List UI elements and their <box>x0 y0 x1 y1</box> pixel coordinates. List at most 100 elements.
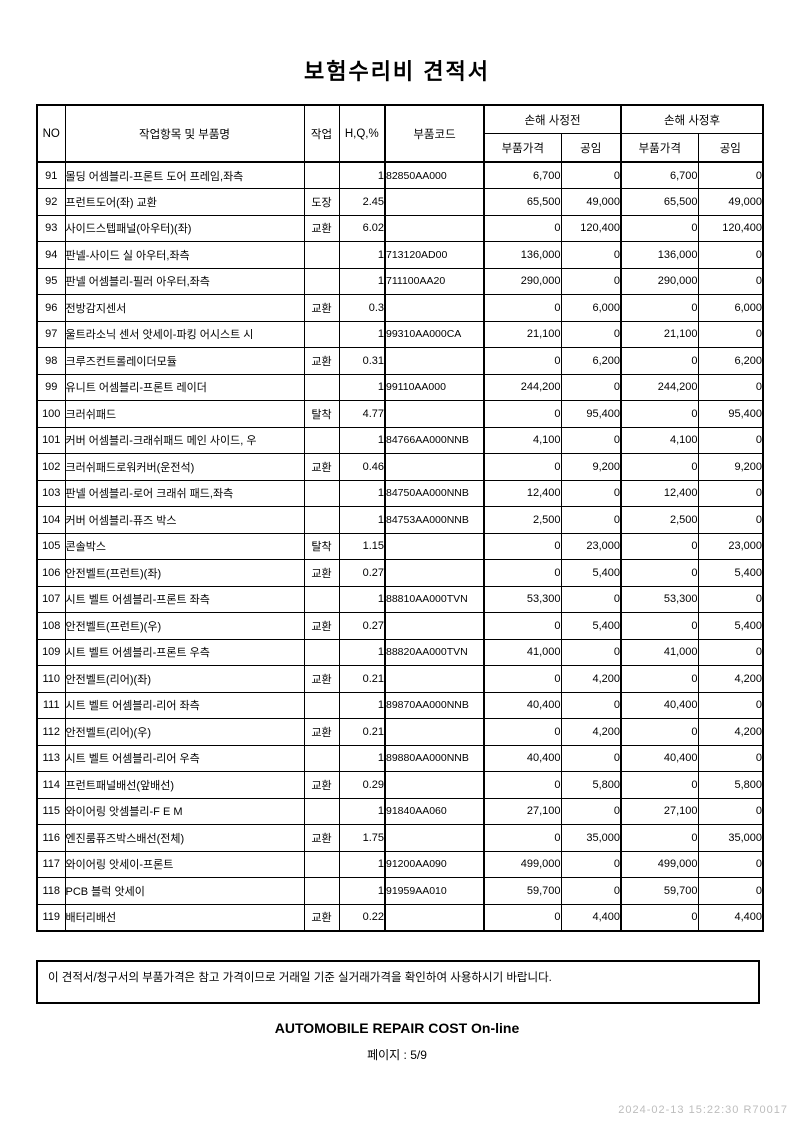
row-number: 108 <box>36 612 66 640</box>
row-hq-value: 0.27 <box>338 559 386 587</box>
row-before-labor: 0 <box>560 506 623 534</box>
row-hq-value: 0.46 <box>338 453 386 481</box>
row-item-name: 크루즈컨트롤레이더모듈 <box>64 347 305 375</box>
row-after-labor: 95,400 <box>697 400 764 428</box>
col-header-after-labor: 공임 <box>697 133 764 163</box>
row-before-part-price: 0 <box>483 347 562 375</box>
row-hq-value: 1 <box>338 691 386 719</box>
row-after-labor: 0 <box>697 850 764 878</box>
col-header-before-labor: 공임 <box>560 133 623 163</box>
row-part-code <box>384 532 485 560</box>
row-before-labor: 9,200 <box>560 453 623 481</box>
row-before-part-price: 0 <box>483 718 562 746</box>
estimate-table-body: 91 몰딩 어셈블리-프론트 도어 프레임,좌측 1 82850AA000 6,… <box>36 161 764 931</box>
row-number: 118 <box>36 877 66 905</box>
row-part-code <box>384 294 485 322</box>
table-row: 116 엔진룸퓨즈박스배선(전체) 교환 1.75 0 35,000 0 35,… <box>36 824 764 852</box>
row-work-type: 교환 <box>303 824 340 852</box>
row-after-part-price: 0 <box>620 532 699 560</box>
row-part-code: 99310AA000CA <box>384 320 485 348</box>
row-after-part-price: 40,400 <box>620 744 699 772</box>
row-before-part-price: 0 <box>483 453 562 481</box>
row-before-part-price: 136,000 <box>483 241 562 269</box>
row-hq-value: 6.02 <box>338 214 386 242</box>
row-number: 105 <box>36 532 66 560</box>
row-item-name: 판넬 어셈블리-필러 아우터,좌측 <box>64 267 305 295</box>
row-work-type <box>303 797 340 825</box>
row-before-labor: 0 <box>560 744 623 772</box>
row-item-name: 엔진룸퓨즈박스배선(전체) <box>64 824 305 852</box>
row-number: 97 <box>36 320 66 348</box>
row-before-part-price: 21,100 <box>483 320 562 348</box>
row-before-part-price: 0 <box>483 771 562 799</box>
row-before-labor: 35,000 <box>560 824 623 852</box>
row-before-part-price: 0 <box>483 294 562 322</box>
row-hq-value: 1 <box>338 638 386 666</box>
row-hq-value: 1 <box>338 797 386 825</box>
col-header-no: NO <box>36 104 66 163</box>
row-after-labor: 0 <box>697 638 764 666</box>
row-before-labor: 0 <box>560 691 623 719</box>
row-before-labor: 0 <box>560 585 623 613</box>
row-number: 107 <box>36 585 66 613</box>
row-before-part-price: 499,000 <box>483 850 562 878</box>
row-item-name: 안전벨트(리어)(좌) <box>64 665 305 693</box>
row-hq-value: 1 <box>338 267 386 295</box>
row-work-type: 탈착 <box>303 532 340 560</box>
row-item-name: 콘솔박스 <box>64 532 305 560</box>
col-header-before-part-price: 부품가격 <box>483 133 562 163</box>
row-after-part-price: 2,500 <box>620 506 699 534</box>
page-title: 보험수리비 견적서 <box>303 59 491 84</box>
row-number: 114 <box>36 771 66 799</box>
row-work-type <box>303 877 340 905</box>
row-before-part-price: 12,400 <box>483 479 562 507</box>
notice-text: 이 견적서/청구서의 부품가격은 참고 가격이므로 거래일 기준 실거래가격을 … <box>48 972 552 984</box>
row-before-part-price: 40,400 <box>483 744 562 772</box>
row-work-type <box>303 161 340 189</box>
table-row: 112 안전벨트(리어)(우) 교환 0.21 0 4,200 0 4,200 <box>36 718 764 746</box>
row-hq-value: 1 <box>338 161 386 189</box>
row-before-part-price: 59,700 <box>483 877 562 905</box>
row-number: 109 <box>36 638 66 666</box>
row-item-name: 커버 어셈블리-크래쉬패드 메인 사이드, 우 <box>64 426 305 454</box>
row-before-labor: 0 <box>560 161 623 189</box>
row-before-part-price: 53,300 <box>483 585 562 613</box>
table-row: 107 시트 벨트 어셈블리-프론트 좌측 1 88810AA000TVN 53… <box>36 585 764 613</box>
row-part-code: 84753AA000NNB <box>384 506 485 534</box>
row-number: 111 <box>36 691 66 719</box>
col-group-before-assessment: 손해 사정전 <box>483 104 623 134</box>
row-after-labor: 6,000 <box>697 294 764 322</box>
row-work-type <box>303 691 340 719</box>
row-number: 113 <box>36 744 66 772</box>
row-before-part-price: 0 <box>483 559 562 587</box>
row-part-code: 711100AA20 <box>384 267 485 295</box>
table-row: 113 시트 벨트 어셈블리-리어 우측 1 89880AA000NNB 40,… <box>36 744 764 772</box>
table-row: 99 유니트 어셈블리-프론트 레이더 1 99110AA000 244,200… <box>36 373 764 401</box>
row-part-code: 91840AA060 <box>384 797 485 825</box>
row-item-name: 몰딩 어셈블리-프론트 도어 프레임,좌측 <box>64 161 305 189</box>
row-hq-value: 0.31 <box>338 347 386 375</box>
table-row: 117 와이어링 앗세이-프론트 1 91200AA090 499,000 0 … <box>36 850 764 878</box>
row-after-labor: 0 <box>697 267 764 295</box>
row-item-name: 안전벨트(프런트)(우) <box>64 612 305 640</box>
row-after-labor: 5,400 <box>697 612 764 640</box>
row-before-part-price: 0 <box>483 400 562 428</box>
row-hq-value: 0.29 <box>338 771 386 799</box>
table-row: 118 PCB 블럭 앗세이 1 91959AA010 59,700 0 59,… <box>36 877 764 905</box>
row-after-labor: 0 <box>697 585 764 613</box>
table-row: 100 크러쉬패드 탈착 4.77 0 95,400 0 95,400 <box>36 400 764 428</box>
row-after-part-price: 53,300 <box>620 585 699 613</box>
row-hq-value: 1.15 <box>338 532 386 560</box>
table-row: 92 프런트도어(좌) 교환 도장 2.45 65,500 49,000 65,… <box>36 188 764 216</box>
table-row: 105 콘솔박스 탈착 1.15 0 23,000 0 23,000 <box>36 532 764 560</box>
row-part-code <box>384 665 485 693</box>
table-row: 109 시트 벨트 어셈블리-프론트 우측 1 88820AA000TVN 41… <box>36 638 764 666</box>
row-work-type <box>303 426 340 454</box>
row-after-part-price: 40,400 <box>620 691 699 719</box>
table-row: 110 안전벨트(리어)(좌) 교환 0.21 0 4,200 0 4,200 <box>36 665 764 693</box>
row-after-part-price: 6,700 <box>620 161 699 189</box>
brand-line: AUTOMOBILE REPAIR COST On-line <box>274 1020 520 1036</box>
row-before-part-price: 27,100 <box>483 797 562 825</box>
row-number: 95 <box>36 267 66 295</box>
row-after-labor: 0 <box>697 797 764 825</box>
